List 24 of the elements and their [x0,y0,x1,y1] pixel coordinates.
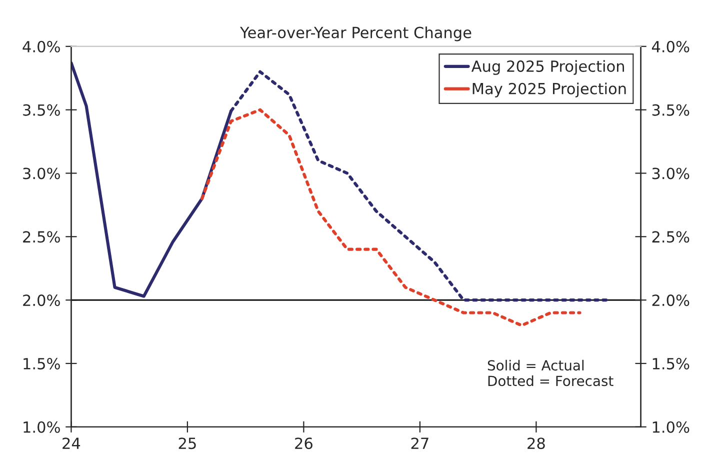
y2-tick-label: 3.5% [652,104,690,116]
y2-tick-label: 2.0% [652,294,690,306]
annotation: Solid = Actual Dotted = Forecast [488,360,614,386]
y-tick-label: 3.0% [23,168,60,180]
y-tick-label: 1.5% [24,358,60,370]
x-tick-label: 26 [295,438,312,450]
y2-tick-label: 2.5% [652,231,690,243]
y-tick-label: 1.0% [24,421,60,433]
x-tick-label: 25 [178,438,196,450]
x-tick-label: 28 [528,438,545,450]
y2-tick-label: 1.0% [652,421,690,433]
x-tick-label: 27 [411,438,428,449]
y2-tick-label: 1.5% [652,358,690,370]
y-tick-label: 4.0% [22,40,60,52]
legend-label: May 2025 Projection [472,82,626,98]
y-tick-label: 2.5% [23,231,60,243]
chart-title: Year-over-Year Percent Change [240,26,472,42]
x-tick-label: 24 [62,438,80,449]
y-tick-label: 2.0% [23,294,60,306]
legend-label: Aug 2025 Projection [471,60,624,75]
y2-tick-label: 4.0% [652,40,690,52]
y-tick-label: 3.5% [23,104,60,116]
y2-tick-label: 3.0% [652,168,690,180]
line-series [200,108,582,327]
